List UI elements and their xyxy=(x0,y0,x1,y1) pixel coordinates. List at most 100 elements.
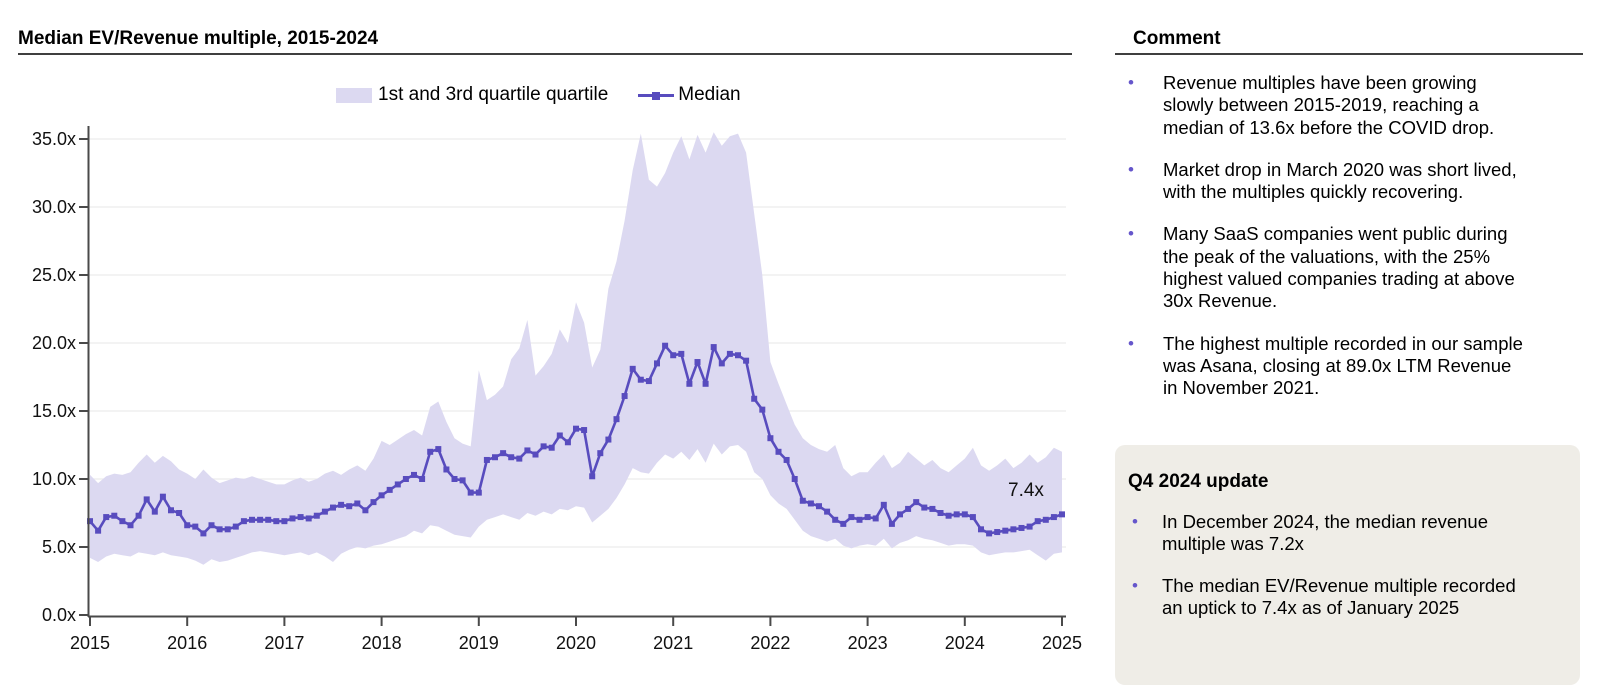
median-marker xyxy=(378,492,385,499)
comment-heading: Comment xyxy=(1133,28,1221,49)
median-marker xyxy=(678,350,685,357)
median-marker xyxy=(305,515,312,522)
median-marker xyxy=(1018,524,1025,531)
median-marker xyxy=(945,512,952,519)
median-marker xyxy=(1042,516,1049,523)
bullet-icon: • xyxy=(1132,575,1138,595)
update-bullet-text: The median EV/Revenue multiple recorded … xyxy=(1162,574,1516,618)
x-tick-label: 2018 xyxy=(362,633,402,653)
median-marker xyxy=(872,515,879,522)
median-line-swatch-icon xyxy=(638,88,675,103)
median-marker xyxy=(427,448,434,455)
chart-title: Median EV/Revenue multiple, 2015-2024 xyxy=(18,28,379,49)
y-tick-label: 10.0x xyxy=(32,469,76,489)
legend-item-median: Median xyxy=(638,84,741,106)
median-marker xyxy=(1059,511,1065,518)
median-marker xyxy=(880,501,887,508)
median-marker xyxy=(289,515,296,522)
bullet-icon: • xyxy=(1128,73,1134,92)
median-marker xyxy=(783,456,790,463)
median-marker xyxy=(799,497,806,504)
median-marker xyxy=(961,511,968,518)
median-marker xyxy=(151,508,158,515)
comment-bullet-list: • Revenue multiples have been growing slo… xyxy=(1128,72,1560,420)
median-marker xyxy=(735,352,741,359)
median-marker xyxy=(362,507,369,514)
chart-legend: 1st and 3rd quartile quartile Median xyxy=(336,84,741,106)
median-marker xyxy=(524,447,531,454)
y-tick-label: 25.0x xyxy=(32,265,76,285)
median-marker xyxy=(686,380,693,387)
x-tick-label: 2024 xyxy=(945,633,985,653)
comment-bullet: • The highest multiple recorded in our sa… xyxy=(1128,333,1560,400)
median-marker xyxy=(556,432,563,439)
median-marker xyxy=(1002,527,1009,534)
quartile-band-area xyxy=(90,132,1062,565)
bullet-icon: • xyxy=(1128,159,1134,179)
bullet-icon: • xyxy=(1128,333,1134,353)
x-tick-label: 2025 xyxy=(1042,633,1082,653)
median-marker xyxy=(613,416,620,423)
median-marker xyxy=(467,489,474,496)
median-marker xyxy=(824,508,831,515)
median-marker xyxy=(621,393,628,400)
median-marker xyxy=(564,439,571,446)
median-marker xyxy=(411,471,417,478)
median-marker xyxy=(95,527,102,534)
median-marker xyxy=(929,505,936,512)
comment-bullet-text: The highest multiple recorded in our sam… xyxy=(1163,332,1523,399)
median-marker xyxy=(1010,526,1017,533)
median-marker xyxy=(184,522,191,529)
x-tick-label: 2015 xyxy=(70,633,110,653)
median-marker xyxy=(645,378,652,385)
x-tick-label: 2019 xyxy=(459,633,499,653)
median-marker xyxy=(718,360,725,367)
median-marker xyxy=(1034,518,1041,525)
median-marker xyxy=(159,493,166,500)
median-marker xyxy=(791,476,798,482)
median-marker xyxy=(224,526,231,533)
median-marker xyxy=(856,516,863,523)
median-marker xyxy=(208,522,215,529)
median-marker xyxy=(969,514,976,521)
ev-revenue-multiple-chart: 0.0x 5.0x 10.0x 15.0x 20.0x 25.0x 30.0x 35.0x 20… xyxy=(32,126,1082,653)
update-bullet: • The median EV/Revenue multiple recorded… xyxy=(1132,575,1562,620)
median-marker xyxy=(394,481,401,488)
median-marker xyxy=(581,427,588,434)
median-marker xyxy=(540,443,547,450)
comment-bullet-text: Many SaaS companies went public during t… xyxy=(1163,223,1515,312)
median-marker xyxy=(840,520,847,527)
median-marker xyxy=(313,512,320,519)
y-tick-label: 15.0x xyxy=(32,401,76,421)
median-marker xyxy=(338,501,345,508)
median-marker xyxy=(135,512,142,519)
median-marker xyxy=(953,511,960,518)
median-marker xyxy=(662,342,669,349)
q4-update-box: Q4 2024 update • In December 2024, the me… xyxy=(1115,445,1580,685)
legend-band-label: 1st and 3rd quartile quartile xyxy=(378,84,609,105)
median-marker xyxy=(483,456,490,463)
title-divider xyxy=(18,53,1072,55)
median-marker xyxy=(419,476,426,482)
median-marker xyxy=(921,504,928,511)
median-marker xyxy=(103,514,110,521)
latest-value-annotation: 7.4x xyxy=(1008,480,1044,501)
median-marker xyxy=(775,448,782,455)
median-marker xyxy=(111,512,118,519)
comment-bullet: • Many SaaS companies went public during … xyxy=(1128,223,1560,312)
median-marker xyxy=(232,523,239,530)
median-marker xyxy=(751,395,758,402)
median-marker xyxy=(321,508,328,515)
median-marker xyxy=(888,520,895,527)
median-marker xyxy=(257,516,264,523)
median-marker xyxy=(629,365,636,372)
median-marker xyxy=(637,376,644,383)
median-marker xyxy=(143,496,150,503)
x-tick-label: 2021 xyxy=(653,633,693,653)
median-marker xyxy=(978,526,984,533)
x-tick-label: 2016 xyxy=(167,633,207,653)
update-box-heading: Q4 2024 update xyxy=(1128,471,1269,492)
median-marker xyxy=(216,526,223,533)
legend-median-label: Median xyxy=(678,84,741,105)
